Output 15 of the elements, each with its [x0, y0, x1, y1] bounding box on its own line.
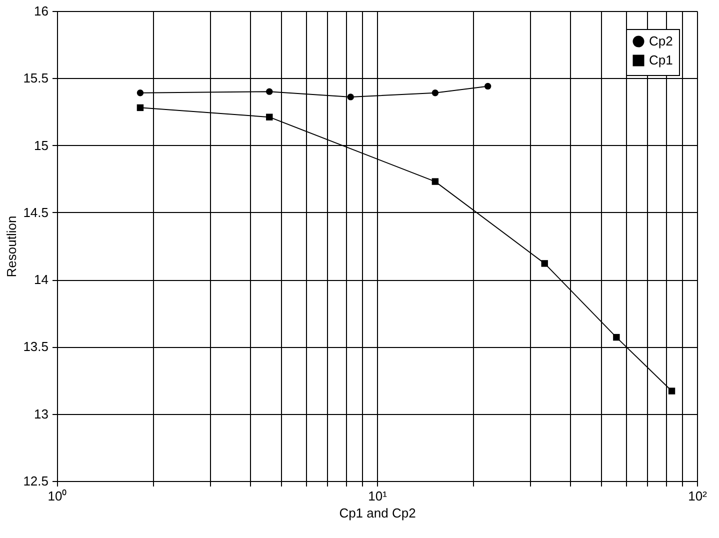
y-tick-label: 13 — [34, 406, 48, 422]
x-axis-title: Cp1 and Cp2 — [339, 506, 416, 520]
y-tick-label: 13.5 — [23, 339, 48, 354]
y-tick-label: 14.5 — [23, 204, 48, 220]
y-tick-label: 12.5 — [23, 474, 48, 488]
legend-label: Cp1 — [649, 52, 673, 68]
legend-label: Cp2 — [649, 34, 673, 48]
y-tick-label: 14 — [34, 272, 48, 288]
y-tick-label: 15.5 — [23, 70, 48, 86]
y-axis-title: Resoutlion — [4, 216, 20, 278]
x-tick-label: 10² — [688, 488, 708, 504]
y-tick-label: 15 — [34, 138, 48, 153]
x-tick-label: 10¹ — [368, 488, 388, 504]
x-tick-label: 10⁰ — [48, 488, 68, 504]
y-tick-label: 16 — [34, 4, 48, 18]
